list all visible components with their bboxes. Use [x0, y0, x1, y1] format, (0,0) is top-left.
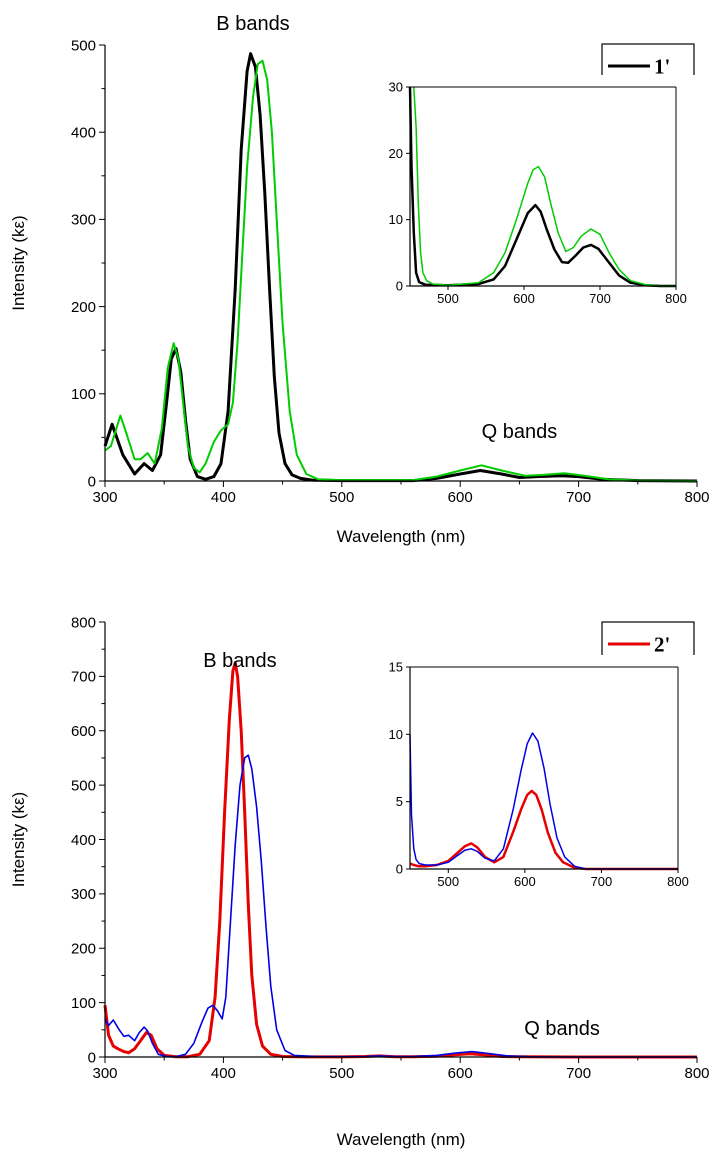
y-tick-label: 700	[71, 669, 96, 686]
y-tick-label: 100	[71, 386, 96, 403]
x-tick-label: 500	[329, 1065, 354, 1082]
y-tick-label: 0	[396, 862, 403, 877]
y-tick-label: 400	[71, 832, 96, 849]
series-line-1	[413, 86, 676, 287]
x-tick-label: 800	[665, 291, 687, 306]
x-tick-label: 800	[684, 489, 709, 506]
y-tick-label: 200	[71, 299, 96, 316]
x-tick-label: 400	[211, 1065, 236, 1082]
legend-label: 2'	[654, 632, 670, 656]
y-tick-label: 5	[396, 794, 403, 809]
series-line-1	[104, 59, 698, 482]
series-line-0	[103, 52, 698, 483]
x-tick-label: 300	[92, 1065, 117, 1082]
chart-bottom-inset: 500 600 700 800 0 5 10 15	[370, 655, 698, 897]
y-tick-label: 600	[71, 723, 96, 740]
x-tick-label: 700	[591, 874, 613, 889]
x-axis-label: Wavelength (nm)	[337, 527, 466, 546]
series-line-1	[409, 732, 678, 870]
y-axis-label: Intensity (kε)	[9, 792, 28, 887]
y-tick-label: 800	[71, 614, 96, 631]
y-tick-label: 300	[71, 212, 96, 229]
x-tick-label: 700	[566, 489, 591, 506]
x-tick-label: 500	[329, 489, 354, 506]
y-tick-label: 100	[71, 995, 96, 1012]
x-tick-label: 600	[448, 489, 473, 506]
x-tick-label: 400	[211, 489, 236, 506]
x-tick-label: 800	[684, 1065, 709, 1082]
chart-top-inset: 500 600 700 800 0 10 20 30	[370, 75, 696, 314]
y-tick-label: 500	[71, 777, 96, 794]
y-tick-label: 0	[396, 279, 403, 294]
x-tick-label: 600	[514, 874, 536, 889]
y-axis-label: Intensity (kε)	[9, 215, 28, 310]
x-tick-label: 600	[513, 291, 535, 306]
y-tick-label: 10	[389, 727, 403, 742]
y-tick-label: 15	[389, 660, 403, 675]
y-tick-label: 200	[71, 941, 96, 958]
y-tick-label: 500	[71, 37, 96, 54]
annotation: Q bands	[524, 1018, 600, 1040]
x-tick-label: 600	[448, 1065, 473, 1082]
y-tick-label: 0	[88, 1049, 96, 1066]
x-tick-label: 500	[437, 291, 459, 306]
annotation: B bands	[216, 13, 289, 35]
annotation: B bands	[203, 650, 276, 672]
inset-background	[370, 655, 698, 897]
x-tick-label: 800	[667, 874, 689, 889]
y-tick-label: 300	[71, 886, 96, 903]
legend-label: 1'	[654, 54, 670, 78]
x-tick-label: 700	[589, 291, 611, 306]
y-tick-label: 20	[389, 146, 403, 161]
x-tick-label: 300	[92, 489, 117, 506]
x-tick-label: 500	[437, 874, 459, 889]
x-tick-label: 700	[566, 1065, 591, 1082]
annotation: Q bands	[482, 421, 558, 443]
y-tick-label: 0	[88, 473, 96, 490]
series-line-0	[408, 86, 676, 288]
y-tick-label: 10	[389, 212, 403, 227]
y-tick-label: 30	[389, 80, 403, 95]
x-axis-label: Wavelength (nm)	[337, 1130, 466, 1149]
y-tick-label: 400	[71, 124, 96, 141]
